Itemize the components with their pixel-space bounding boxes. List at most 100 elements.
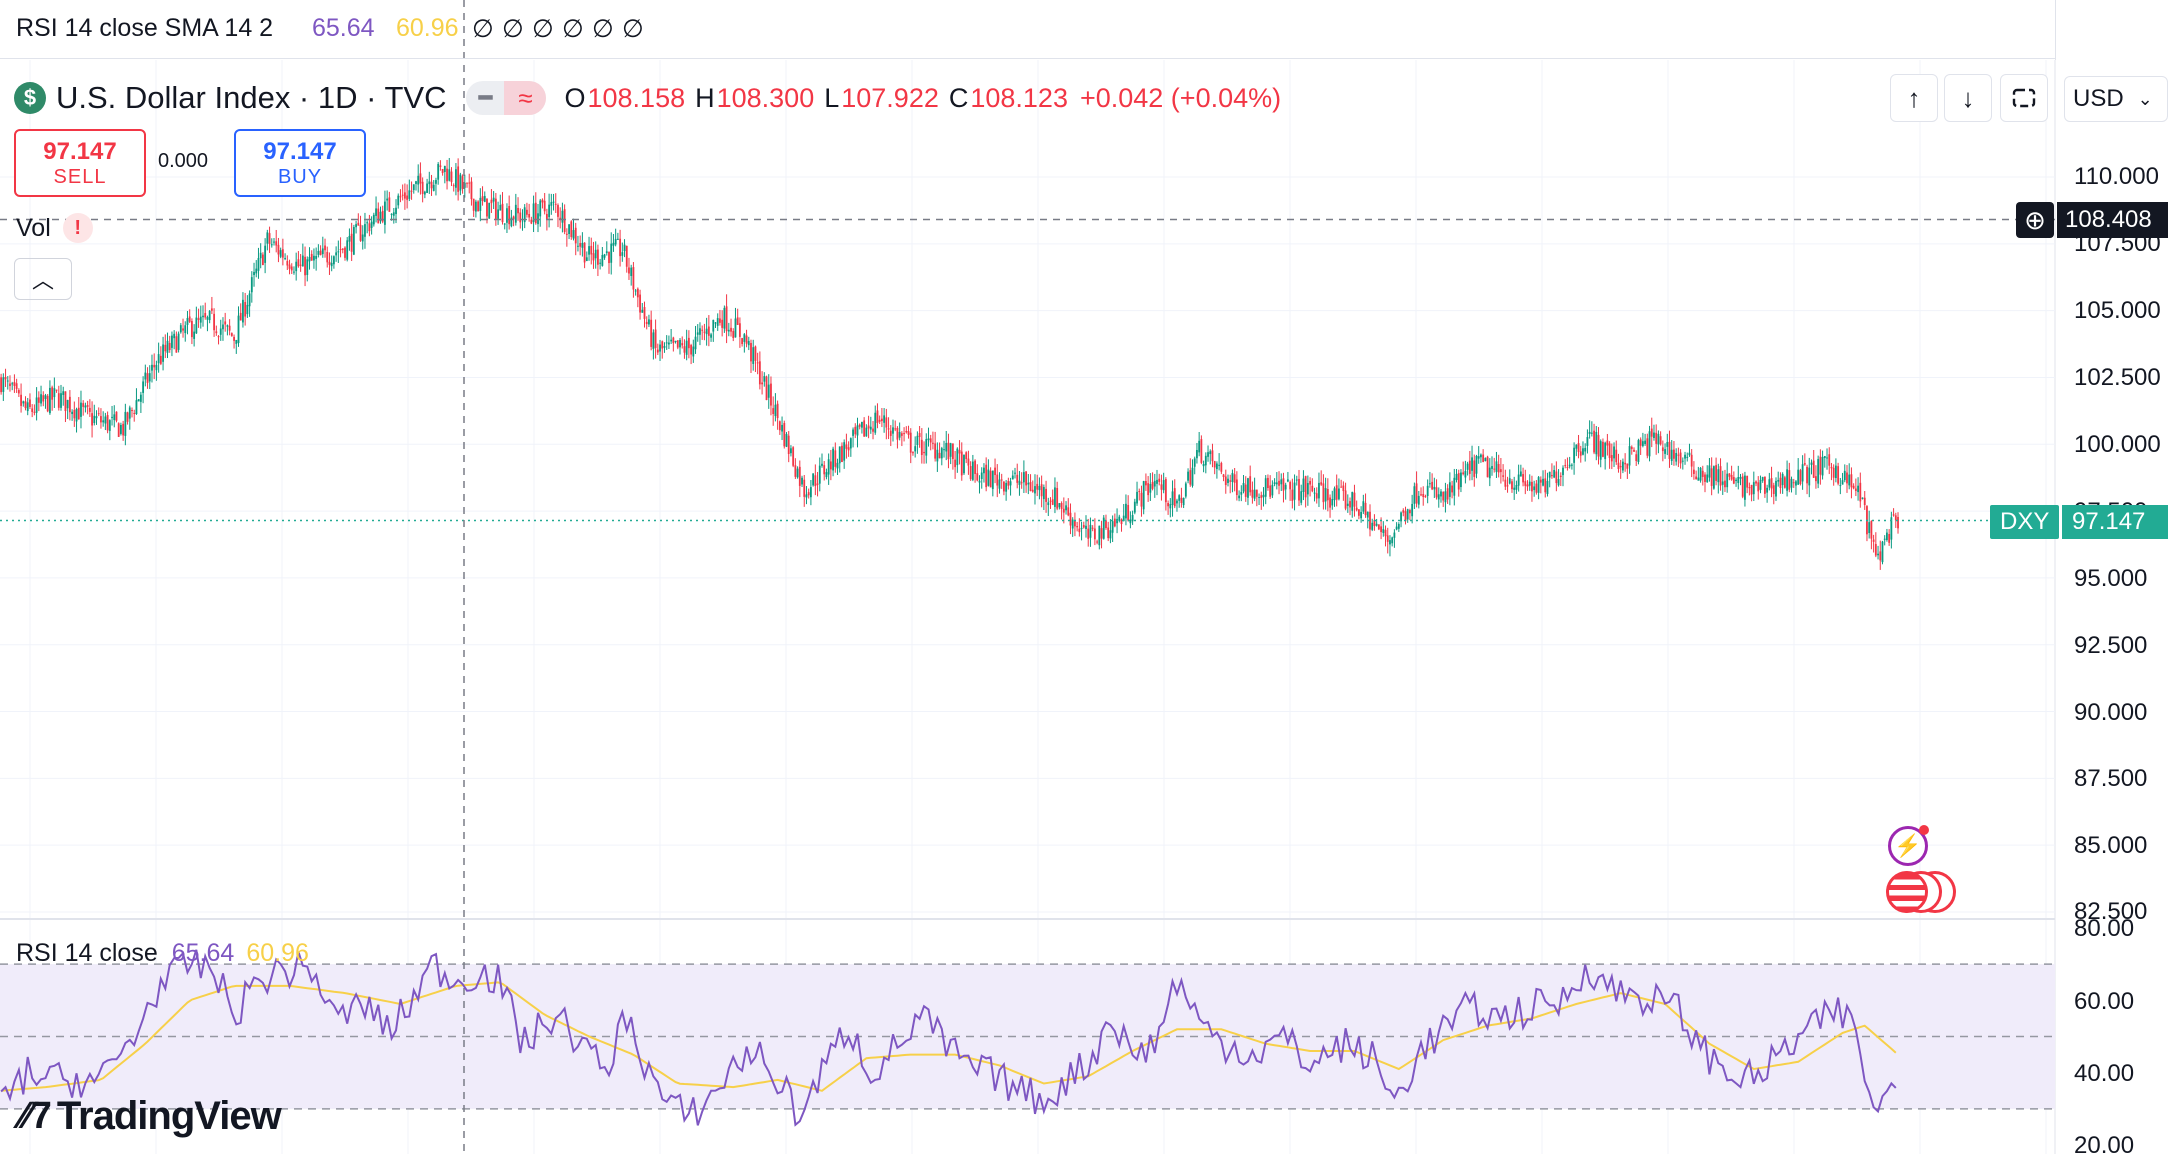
candle-body — [1045, 488, 1047, 502]
candle-body — [1843, 470, 1846, 481]
symbol-title[interactable]: U.S. Dollar Index · 1D · TVC — [56, 80, 447, 115]
candle-body — [636, 288, 639, 298]
candle-body — [0, 377, 3, 393]
candle-body — [969, 466, 972, 480]
rsi-legend[interactable]: RSI 14 close 65.64 60.96 — [16, 939, 309, 968]
candle-body — [446, 168, 448, 182]
candle-body — [554, 203, 557, 205]
candle-body — [954, 459, 957, 468]
candle-body — [1133, 501, 1136, 513]
lightning-icon[interactable]: ⚡ — [1888, 825, 1929, 866]
candle-body — [42, 395, 45, 402]
candle-body — [1176, 500, 1178, 504]
candle-body — [77, 407, 80, 420]
buy-button[interactable]: 97.147 BUY — [234, 129, 366, 197]
candle-body — [947, 442, 950, 460]
minus-icon[interactable]: ━ — [478, 85, 493, 110]
candle-body — [1422, 494, 1425, 498]
candle-body — [1499, 469, 1502, 473]
candle-body — [1034, 486, 1036, 494]
candle-body — [656, 349, 659, 353]
candle-body — [1546, 480, 1549, 495]
candle-body — [1502, 475, 1505, 477]
candle-body — [854, 426, 857, 435]
candle-body — [1768, 479, 1771, 488]
candle-body — [1859, 482, 1862, 502]
warning-icon[interactable]: ! — [62, 213, 93, 243]
candle-body — [1466, 463, 1469, 470]
candle-body — [790, 448, 792, 454]
candle-body — [1837, 466, 1840, 484]
price-tick: 102.500 — [2074, 364, 2161, 391]
candle-body — [1886, 532, 1888, 541]
candle-body — [1815, 476, 1817, 482]
candle-body — [1264, 478, 1267, 497]
candle-body — [268, 233, 271, 244]
candle-body — [244, 302, 247, 317]
tradingview-logo[interactable]: ⁄⁄7 TradingView — [20, 1094, 282, 1139]
candle-body — [1763, 476, 1766, 494]
candle-body — [474, 201, 477, 212]
empty-value-icon: ∅ — [562, 15, 584, 43]
candle-body — [435, 180, 437, 184]
candle-body — [1888, 534, 1891, 543]
currency-select[interactable]: USD ⌄ — [2064, 76, 2168, 122]
candle-body — [923, 451, 925, 454]
chevron-up-icon: ︿ — [31, 268, 54, 293]
candle-body — [1433, 486, 1436, 490]
scroll-down-button[interactable]: ↓ — [1944, 74, 1992, 122]
fullscreen-button[interactable] — [2000, 74, 2048, 122]
candle-body — [956, 448, 959, 466]
candle-body — [144, 372, 147, 380]
candle-body — [1428, 483, 1431, 485]
candle-body — [1868, 522, 1871, 534]
candle-body — [1295, 479, 1298, 481]
candle-body — [1160, 484, 1163, 490]
candle-body — [1495, 461, 1498, 472]
candle-body — [1675, 453, 1678, 462]
candle-body — [448, 169, 451, 181]
candle-body — [153, 364, 156, 368]
candle-body — [812, 473, 815, 486]
candle-body — [1832, 467, 1835, 478]
candle-body — [1355, 507, 1358, 511]
candle-body — [157, 354, 160, 364]
collapse-legend-button[interactable]: ︿ — [14, 258, 72, 300]
candle-body — [155, 364, 158, 371]
candle-body — [344, 247, 346, 258]
candle-body — [1480, 454, 1482, 458]
add-alert-plus-icon[interactable]: ⊕ — [2016, 202, 2054, 238]
candle-body — [270, 244, 273, 246]
candle-body — [273, 241, 275, 243]
candle-body — [1180, 497, 1183, 503]
candle-body — [1189, 470, 1192, 485]
volume-legend[interactable]: Vol ! — [16, 213, 93, 243]
candle-body — [1377, 524, 1380, 530]
candle-body — [1395, 526, 1398, 530]
candle-body — [1748, 487, 1751, 489]
candle-body — [1746, 475, 1749, 488]
candle-body — [1322, 483, 1325, 503]
candle-body — [594, 249, 597, 259]
candle-body — [876, 410, 879, 423]
candle-body — [1628, 446, 1631, 466]
sell-button[interactable]: 97.147 SELL — [14, 129, 146, 197]
scroll-up-button[interactable]: ↑ — [1890, 74, 1938, 122]
candle-body — [115, 411, 118, 421]
candle-body — [1648, 431, 1651, 457]
us-flag-icon[interactable] — [1886, 871, 1928, 913]
candle-body — [1482, 454, 1485, 462]
candle-body — [1311, 485, 1314, 492]
wave-icon[interactable]: ≈ — [504, 81, 547, 115]
candle-body — [1435, 487, 1438, 498]
candle-body — [1431, 481, 1434, 490]
candle-body — [1167, 503, 1170, 507]
candle-body — [1726, 473, 1729, 488]
candle-body — [1047, 502, 1050, 506]
candle-body — [1559, 475, 1562, 477]
candle-body — [1364, 502, 1367, 516]
legend-pill[interactable]: ━ ≈ — [466, 81, 547, 115]
candle-body — [1455, 473, 1458, 480]
candle-body — [1706, 474, 1709, 483]
